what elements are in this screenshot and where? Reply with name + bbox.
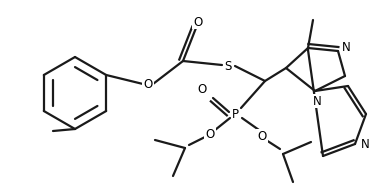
Text: S: S: [224, 60, 232, 73]
Text: P: P: [232, 107, 238, 121]
Text: O: O: [257, 130, 266, 142]
Text: N: N: [361, 138, 369, 151]
Text: O: O: [143, 77, 152, 91]
Text: N: N: [342, 41, 350, 54]
Text: O: O: [205, 128, 215, 141]
Text: N: N: [313, 94, 321, 107]
Text: O: O: [194, 15, 203, 28]
Text: O: O: [197, 83, 207, 95]
